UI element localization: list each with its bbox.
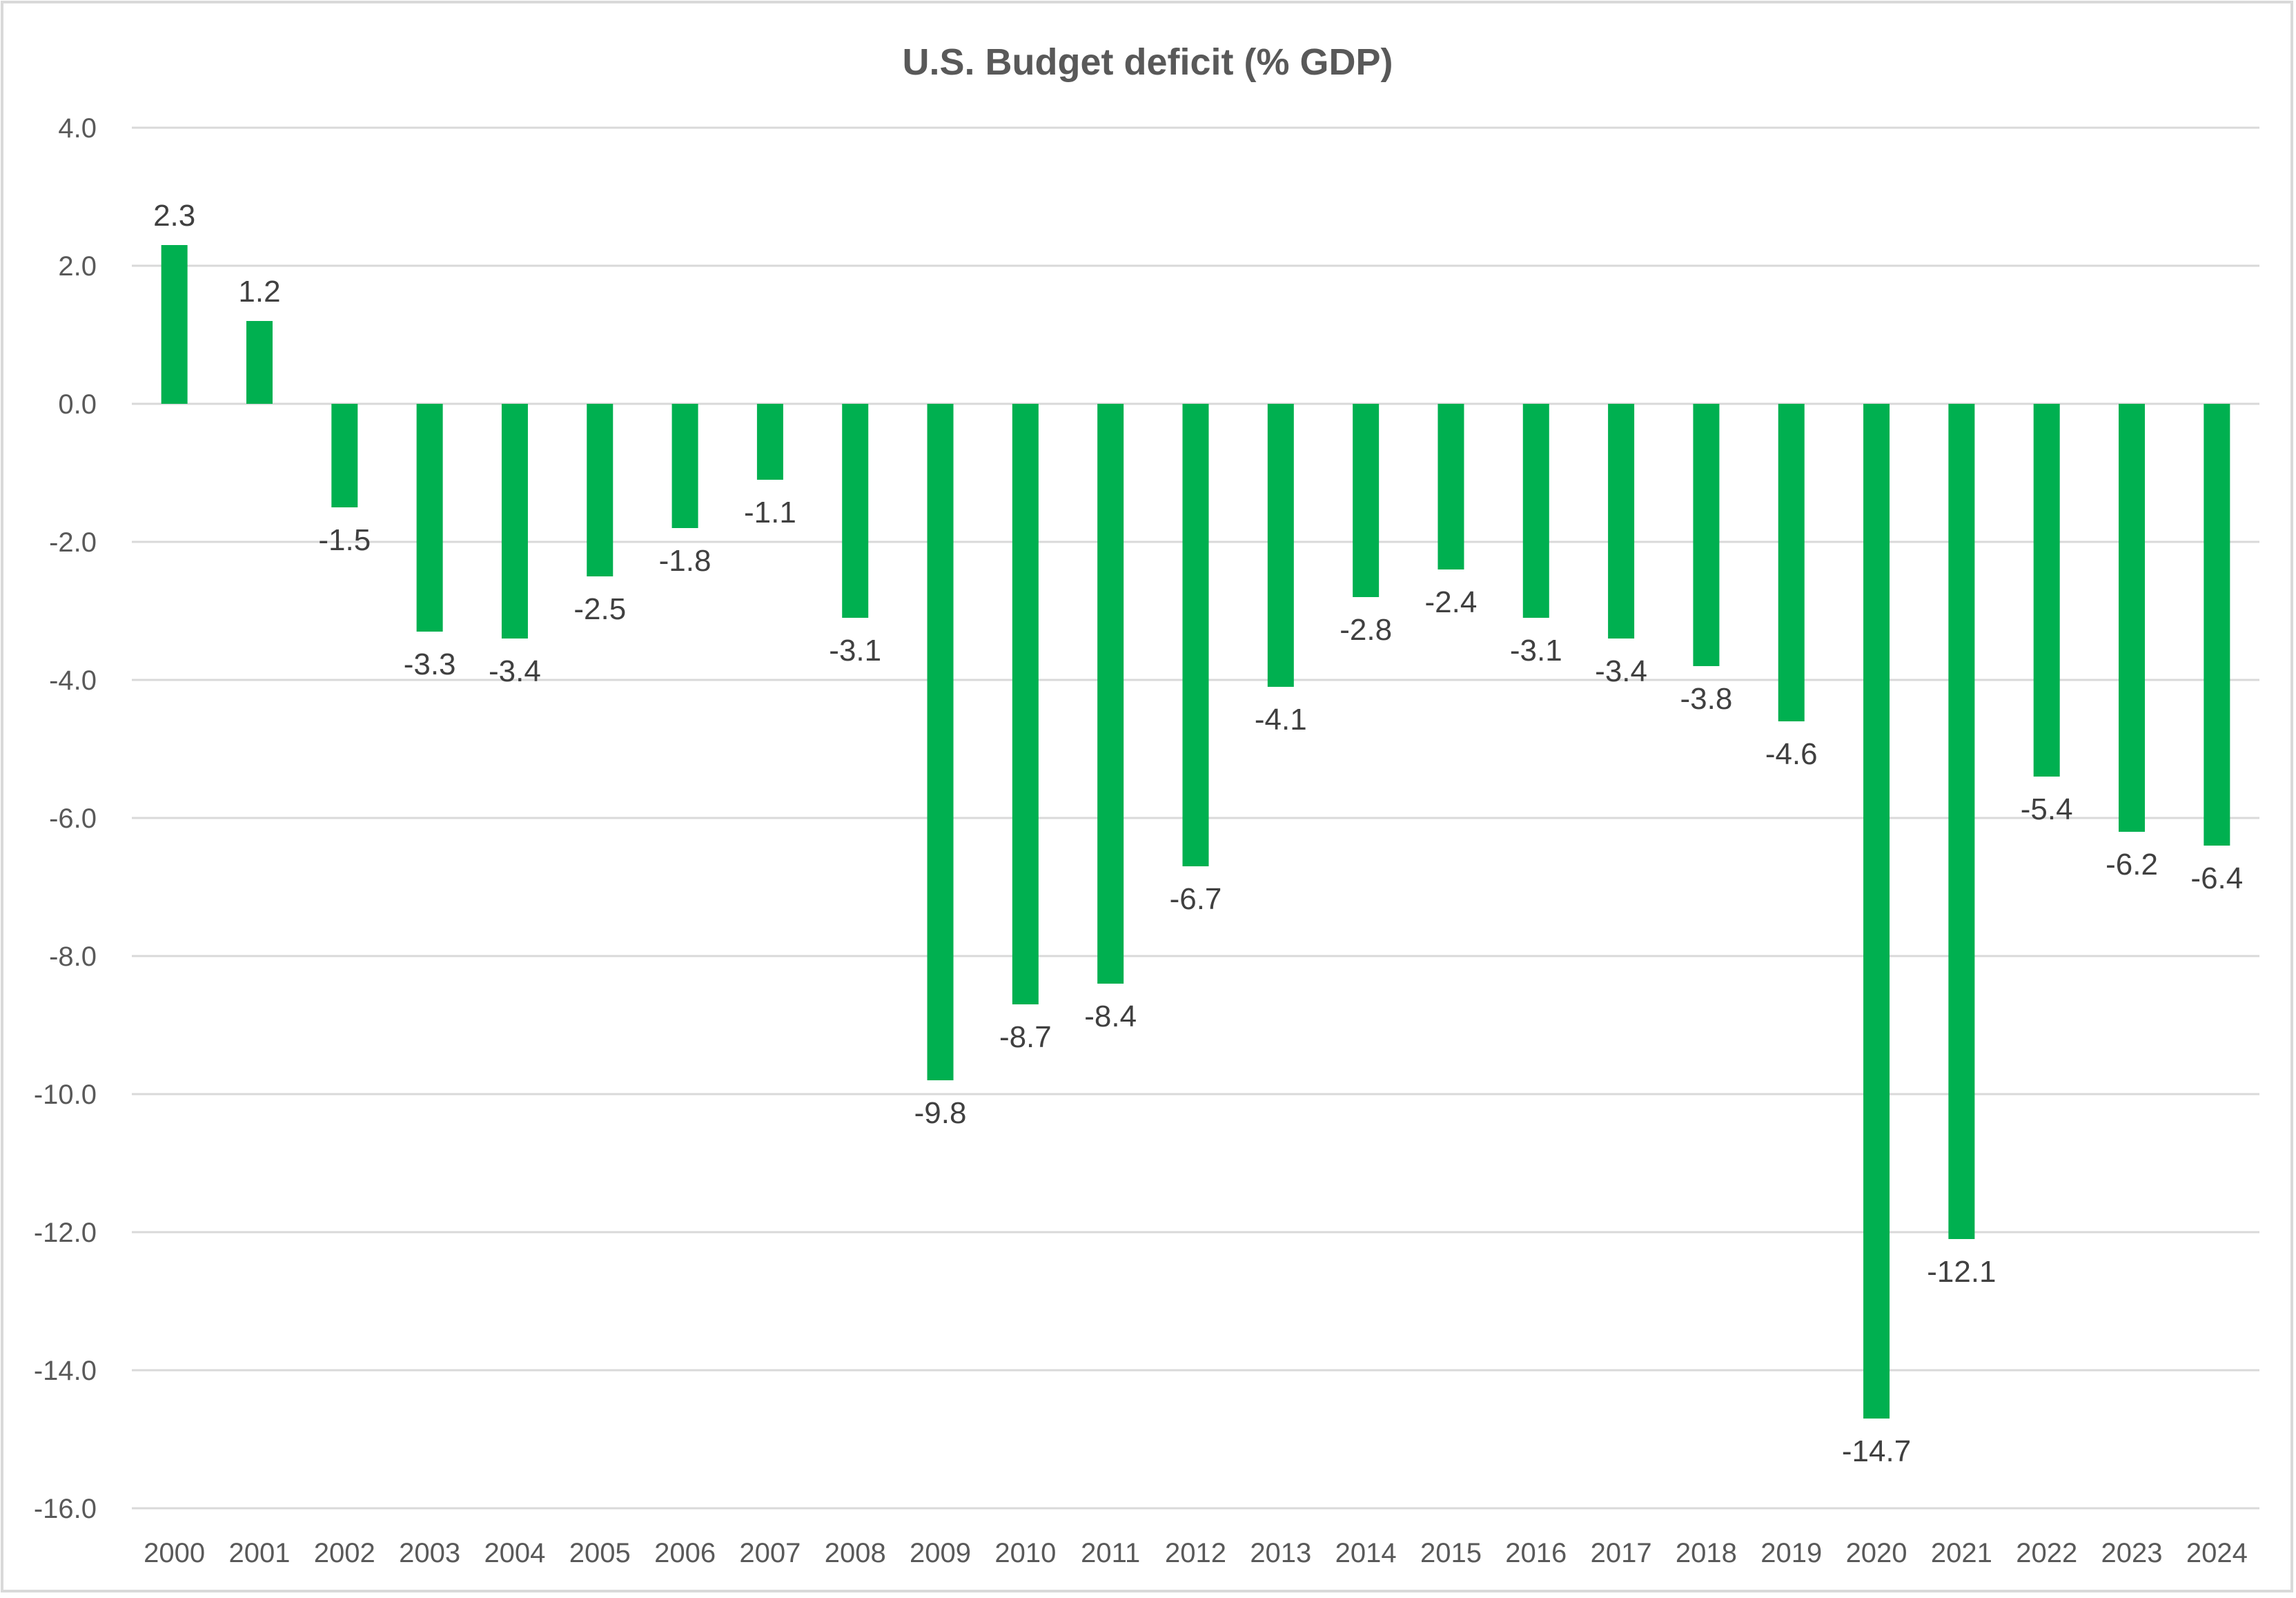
x-tick-label: 2017 [1591, 1538, 1652, 1568]
x-tick-label: 2024 [2186, 1538, 2248, 1568]
x-tick-label: 2005 [569, 1538, 631, 1568]
data-label: -6.7 [1170, 882, 1222, 916]
bar-2021 [1948, 404, 1975, 1239]
data-label: 1.2 [238, 275, 280, 309]
x-tick-label: 2000 [144, 1538, 205, 1568]
x-tick-label: 2011 [1081, 1538, 1140, 1568]
data-label: -2.5 [573, 592, 626, 626]
x-tick-label: 2003 [399, 1538, 460, 1568]
y-tick-label: -8.0 [49, 942, 97, 972]
x-tick-label: 2018 [1676, 1538, 1737, 1568]
data-label: -2.4 [1425, 585, 1478, 619]
x-tick-label: 2009 [910, 1538, 971, 1568]
bar-2012 [1182, 404, 1209, 866]
y-tick-label: -6.0 [49, 803, 97, 834]
data-label: -3.4 [489, 654, 541, 688]
data-label: -6.2 [2106, 848, 2158, 881]
bar-2004 [501, 404, 528, 639]
bar-2016 [1522, 404, 1549, 618]
bar-2008 [842, 404, 869, 618]
data-label: -9.8 [914, 1096, 967, 1130]
y-tick-label: -2.0 [49, 527, 97, 558]
y-tick-label: -12.0 [34, 1218, 97, 1248]
bar-2019 [1778, 404, 1805, 721]
data-label: -3.4 [1595, 654, 1647, 688]
data-label: -1.8 [659, 544, 712, 578]
x-tick-label: 2013 [1250, 1538, 1311, 1568]
bar-2013 [1267, 404, 1294, 687]
data-label: -4.6 [1765, 737, 1818, 771]
x-tick-label: 2022 [2016, 1538, 2077, 1568]
bar-2011 [1097, 404, 1124, 984]
data-label: -4.1 [1255, 703, 1307, 737]
x-tick-label: 2023 [2101, 1538, 2163, 1568]
data-label: -3.8 [1680, 682, 1733, 716]
bar-2020 [1863, 404, 1890, 1419]
bar-2010 [1012, 404, 1039, 1004]
data-label: -3.3 [404, 647, 456, 681]
y-tick-label: 0.0 [58, 389, 97, 420]
chart-title: U.S. Budget deficit (% GDP) [902, 41, 1393, 83]
bar-2015 [1438, 404, 1464, 569]
bar-2003 [416, 404, 443, 632]
x-tick-label: 2015 [1420, 1538, 1482, 1568]
y-tick-label: 4.0 [58, 113, 97, 144]
y-tick-label: 2.0 [58, 251, 97, 282]
data-label: -6.4 [2190, 861, 2243, 895]
x-tick-label: 2010 [994, 1538, 1056, 1568]
x-tick-label: 2002 [314, 1538, 375, 1568]
bar-2007 [756, 404, 783, 480]
y-tick-label: -16.0 [34, 1494, 97, 1524]
data-label: -5.4 [2021, 792, 2073, 826]
y-tick-label: -14.0 [34, 1356, 97, 1386]
x-tick-label: 2001 [228, 1538, 290, 1568]
data-label: -3.1 [1510, 634, 1562, 668]
data-label: 2.3 [153, 199, 195, 233]
x-tick-label: 2014 [1335, 1538, 1397, 1568]
bar-2018 [1693, 404, 1720, 666]
x-tick-label: 2012 [1165, 1538, 1226, 1568]
data-label: -1.5 [318, 523, 371, 557]
bar-2002 [331, 404, 358, 507]
y-tick-label: -4.0 [49, 665, 97, 696]
bar-2009 [927, 404, 954, 1080]
y-tick-label: -10.0 [34, 1080, 97, 1110]
x-tick-label: 2008 [825, 1538, 886, 1568]
bar-2005 [587, 404, 614, 576]
bar-2006 [671, 404, 698, 528]
x-tick-label: 2007 [739, 1538, 801, 1568]
bar-2001 [246, 321, 273, 404]
x-tick-label: 2006 [654, 1538, 716, 1568]
x-tick-label: 2016 [1505, 1538, 1567, 1568]
bar-2023 [2119, 404, 2146, 832]
bar-2014 [1353, 404, 1380, 597]
data-label: -14.7 [1842, 1434, 1911, 1468]
bar-2022 [2033, 404, 2060, 777]
data-label: -1.1 [744, 496, 796, 529]
x-tick-label: 2004 [484, 1538, 545, 1568]
data-label: -2.8 [1340, 613, 1392, 647]
data-label: -8.4 [1084, 1000, 1137, 1033]
x-tick-label: 2019 [1760, 1538, 1822, 1568]
bar-2000 [161, 245, 188, 404]
x-tick-label: 2021 [1931, 1538, 1992, 1568]
x-tick-label: 2020 [1846, 1538, 1907, 1568]
bar-2024 [2204, 404, 2230, 846]
data-label: -8.7 [999, 1020, 1052, 1054]
bar-2017 [1608, 404, 1635, 639]
data-label: -12.1 [1927, 1255, 1996, 1289]
data-label: -3.1 [829, 634, 881, 668]
